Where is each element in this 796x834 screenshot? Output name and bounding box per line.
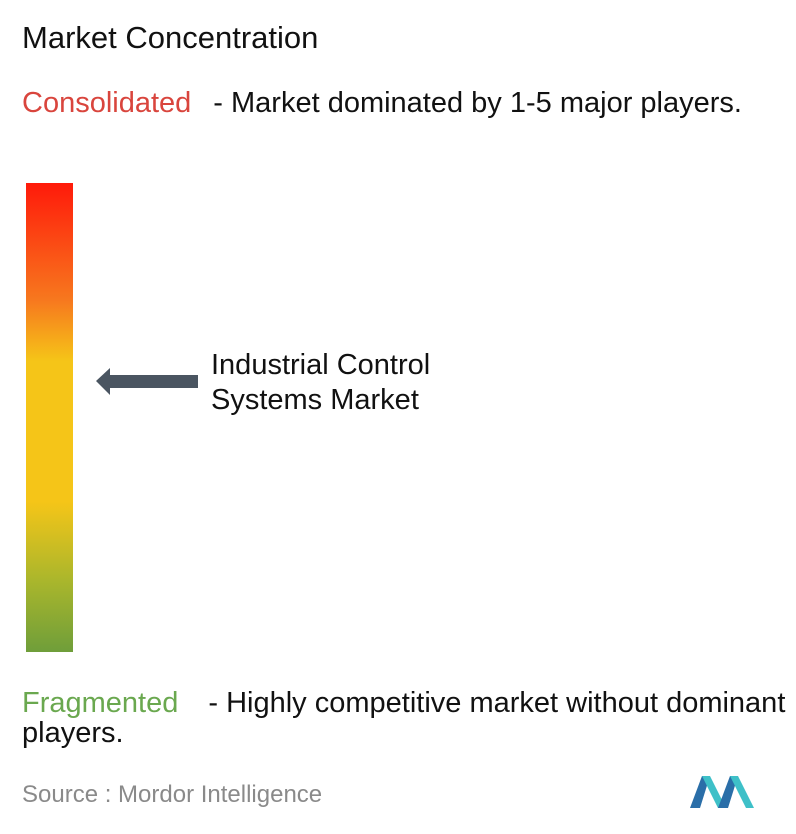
logo-part (730, 776, 754, 808)
consolidated-label: Consolidated (22, 87, 192, 119)
fragmented-label: Fragmented (22, 687, 179, 719)
consolidated-row: Consolidated - Market dominated by 1-5 ma… (22, 88, 792, 118)
market-label: Industrial Control Systems Market (211, 349, 431, 416)
fragmented-row: Fragmented - Highly competitive market wi… (22, 688, 792, 748)
logo-part (690, 776, 710, 808)
logo-part (718, 776, 738, 808)
concentration-gradient (26, 183, 73, 652)
title: Market Concentration (22, 20, 319, 55)
source: Source : Mordor Intelligence (22, 781, 323, 808)
logo-part (702, 776, 726, 808)
consolidated-description: - Market dominated by 1-5 major players. (213, 87, 742, 119)
arrow (96, 368, 198, 395)
arrow-shape (96, 368, 198, 395)
fragmented-description: - Highly competitive market without domi… (22, 687, 786, 749)
logo (690, 776, 754, 808)
